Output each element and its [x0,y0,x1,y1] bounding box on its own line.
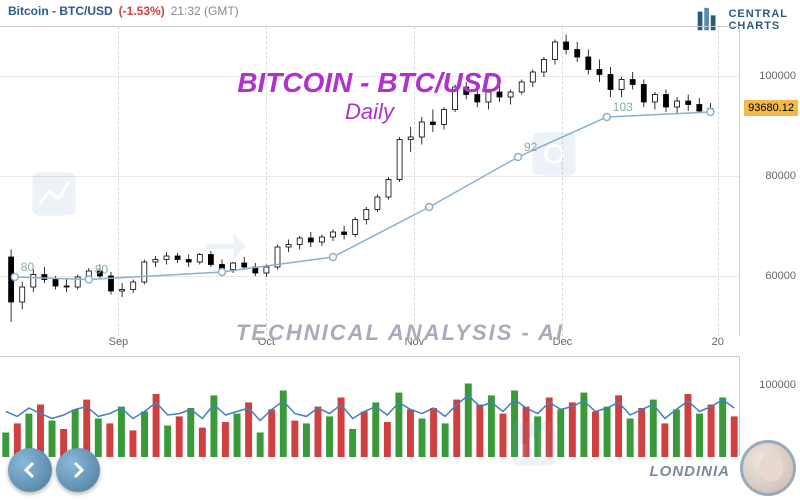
londinia-brand: LONDINIA [650,463,731,480]
volume-chart[interactable] [0,356,740,456]
assistant-avatar[interactable] [740,440,796,496]
nav-prev-button[interactable] [8,448,52,492]
svg-text:103: 103 [613,100,633,114]
current-price-badge: 93680.12 [744,100,798,116]
svg-text:80: 80 [21,260,35,274]
price-axis: 6000080000100000 [742,26,800,336]
timestamp: 21:32 (GMT) [171,4,239,18]
watermark-gear-icon [530,130,578,178]
nav-next-button[interactable] [56,448,100,492]
watermark-arrow-icon [200,220,248,268]
nav-controls [8,448,100,492]
chevron-right-icon [68,460,88,480]
chart-title: BITCOIN - BTC/USD Daily [237,67,501,125]
chart-header: Bitcoin - BTC/USD (-1.53%) 21:32 (GMT) [0,0,800,22]
svg-text:80: 80 [95,263,109,277]
watermark-analysis-icon [510,420,558,468]
price-change: (-1.53%) [119,4,165,18]
price-chart[interactable]: BITCOIN - BTC/USD Daily 808092103 [0,26,740,336]
instrument-name: Bitcoin - BTC/USD [8,4,113,18]
analysis-watermark: TECHNICAL ANALYSIS - AI [236,320,564,346]
chevron-left-icon [20,460,40,480]
watermark-chart-icon [30,170,78,218]
